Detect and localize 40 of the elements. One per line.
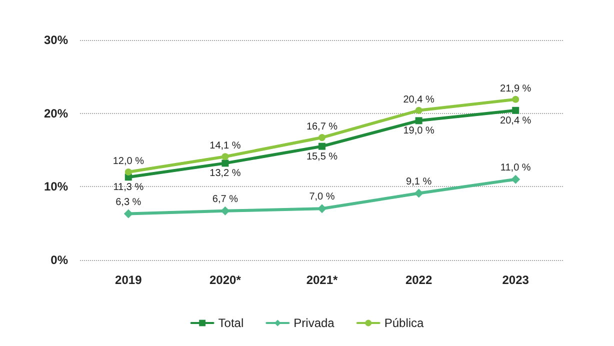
data-label: 11,3 % bbox=[113, 182, 144, 194]
point bbox=[222, 160, 229, 167]
point bbox=[124, 209, 133, 218]
y-tick-label: 30% bbox=[44, 33, 68, 47]
y-tick-label: 20% bbox=[44, 106, 68, 120]
data-label: 19,0 % bbox=[403, 126, 434, 137]
data-label: 20,4 % bbox=[500, 115, 532, 126]
legend-label: Pública bbox=[384, 316, 424, 330]
data-label: 6,3 % bbox=[116, 196, 142, 208]
point bbox=[415, 106, 422, 114]
data-label: 21,9 % bbox=[500, 83, 532, 94]
x-tick-label: 2023 bbox=[502, 273, 530, 287]
x-tick-label: 2020* bbox=[210, 273, 242, 287]
x-tick-label: 2019 bbox=[115, 273, 142, 287]
point bbox=[318, 142, 326, 150]
data-label: 20,4 % bbox=[403, 94, 434, 106]
y-tick-label: 0% bbox=[50, 253, 68, 267]
point bbox=[124, 168, 132, 176]
point bbox=[222, 153, 229, 160]
point bbox=[512, 96, 520, 103]
data-label: 12,0 % bbox=[112, 156, 144, 167]
point bbox=[415, 117, 422, 124]
x-tick-label: 2021* bbox=[306, 273, 338, 287]
y-tick-label: 10% bbox=[44, 180, 68, 194]
point bbox=[511, 174, 520, 184]
point bbox=[318, 204, 326, 214]
x-tick-label: 2022 bbox=[405, 273, 432, 287]
point bbox=[318, 134, 326, 142]
data-label: 7,0 % bbox=[309, 192, 335, 203]
data-label: 9,1 % bbox=[406, 176, 432, 188]
point bbox=[414, 188, 424, 198]
data-label: 16,7 % bbox=[306, 122, 338, 133]
legend-label: Total bbox=[218, 316, 244, 330]
data-label: 13,2 % bbox=[210, 168, 241, 180]
data-label: 14,1 % bbox=[210, 140, 241, 152]
legend-label: Privada bbox=[294, 316, 335, 330]
point bbox=[512, 106, 520, 114]
data-label: 6,7 % bbox=[212, 194, 238, 205]
data-label: 15,5 % bbox=[306, 151, 338, 162]
data-label: 11,0 % bbox=[500, 162, 531, 174]
